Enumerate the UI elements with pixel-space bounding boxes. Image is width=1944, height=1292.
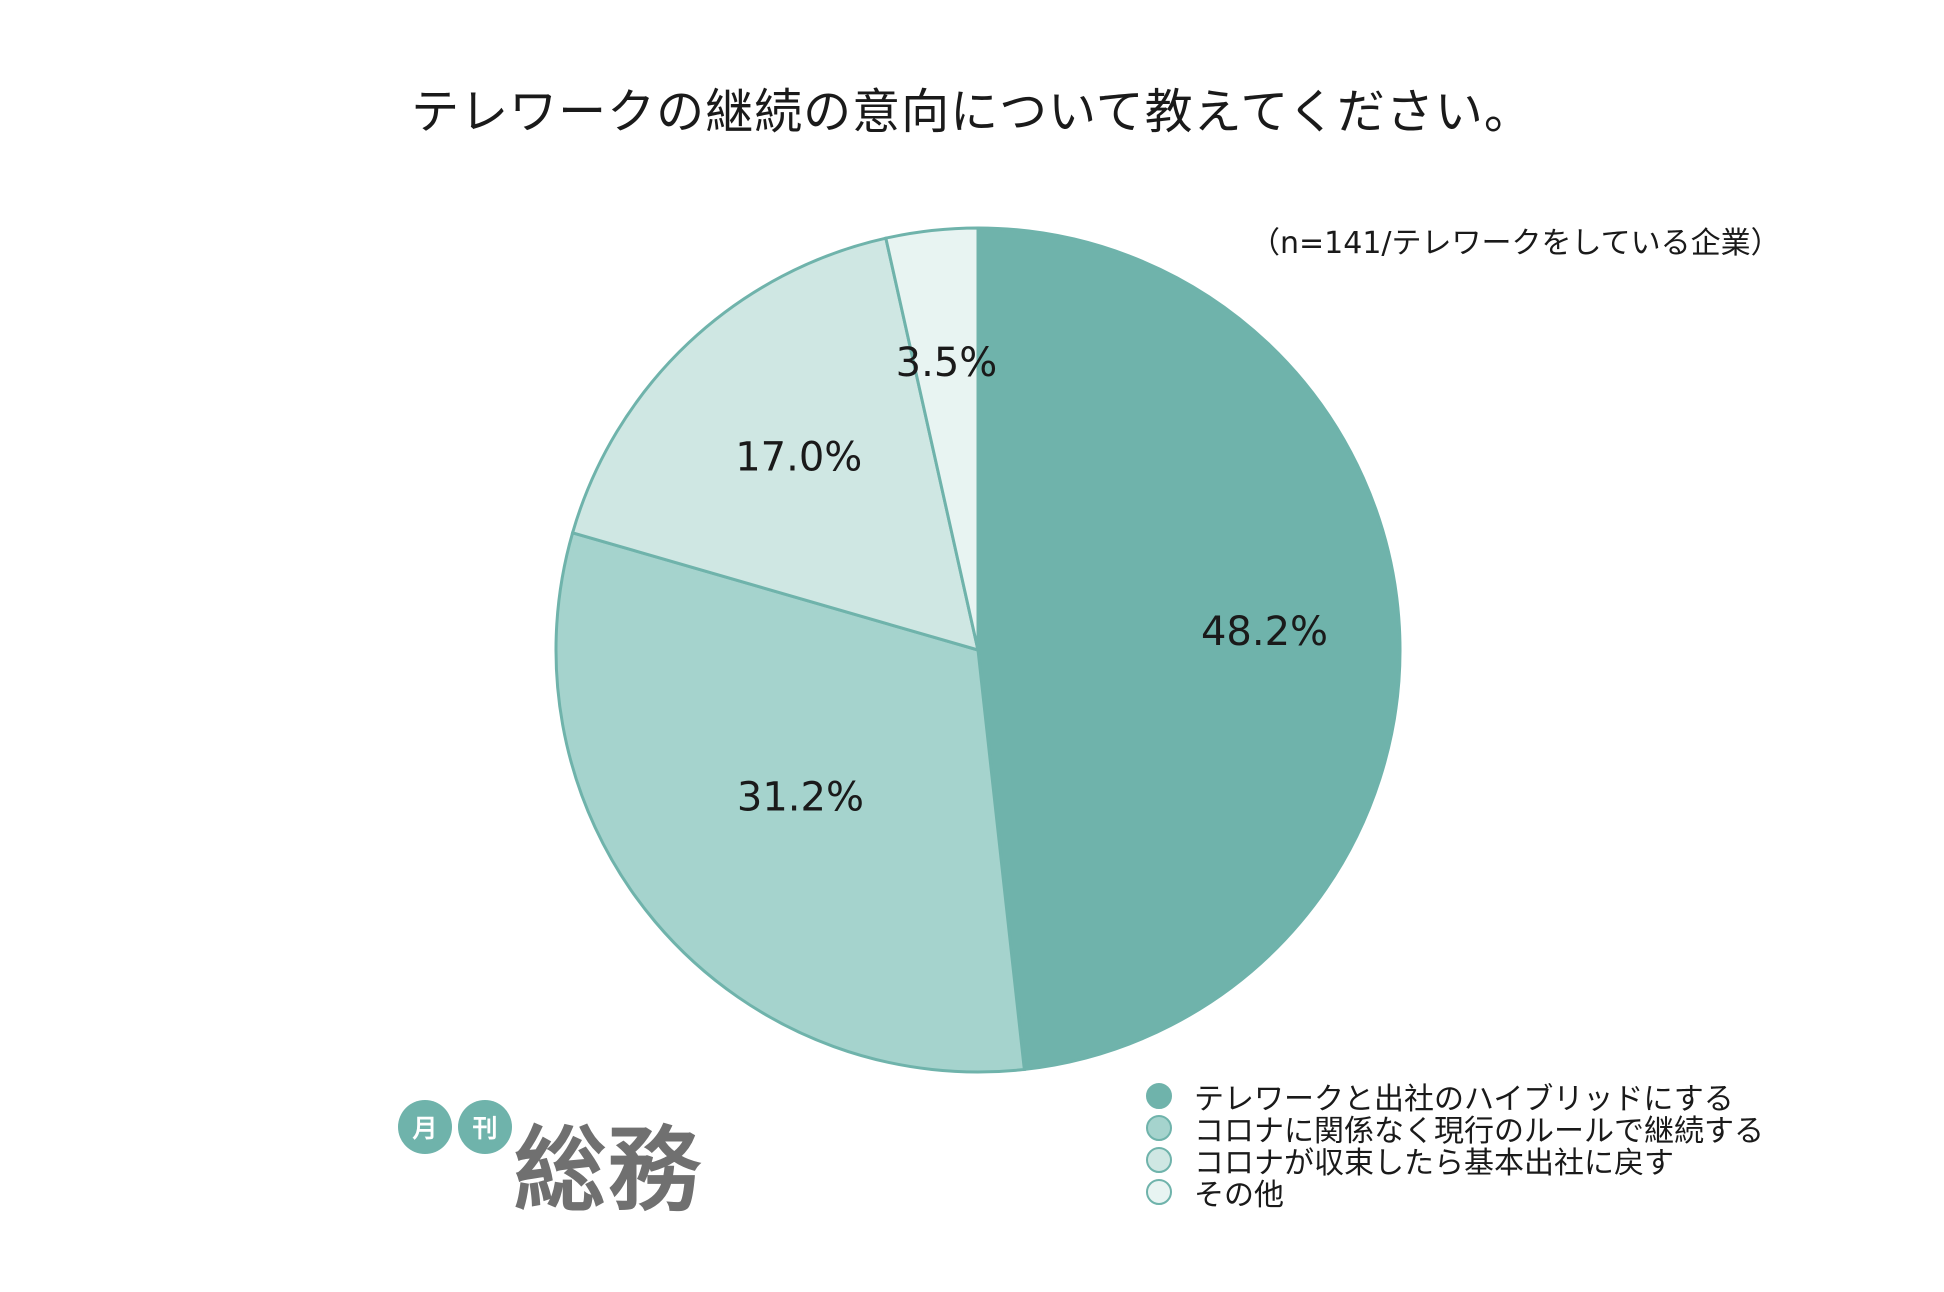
pie-slice xyxy=(554,530,1027,1074)
slice-data-label: 3.5% xyxy=(896,340,998,386)
chart-subtitle: （n=141/テレワークをしている企業） xyxy=(1250,226,1781,261)
legend-label: テレワークと出社のハイブリッドにする xyxy=(1194,1082,1734,1117)
legend-item: その他 xyxy=(1146,1176,1764,1213)
legend-item: コロナが収束したら基本出社に戻す xyxy=(1146,1144,1764,1181)
slice-data-label: 17.0% xyxy=(735,434,862,480)
pie-slice xyxy=(570,236,981,653)
legend: テレワークと出社のハイブリッドにする コロナに関係なく現行のルールで継続する コ… xyxy=(1146,1080,1764,1213)
logo-wordmark: 総務 xyxy=(514,1117,703,1224)
legend-item: コロナに関係なく現行のルールで継続する xyxy=(1146,1112,1764,1149)
legend-label: その他 xyxy=(1194,1178,1284,1213)
legend-swatch xyxy=(1146,1147,1172,1173)
legend-swatch xyxy=(1146,1083,1172,1109)
legend-swatch xyxy=(1146,1179,1172,1205)
pie-slice xyxy=(976,226,1402,1072)
slice-data-label: 48.2% xyxy=(1201,609,1328,655)
logo-badge-month: 月 xyxy=(398,1100,452,1154)
legend-label: コロナに関係なく現行のルールで継続する xyxy=(1194,1114,1764,1149)
legend-swatch xyxy=(1146,1115,1172,1141)
logo-badge-publication: 刊 xyxy=(458,1100,512,1154)
pie-slice xyxy=(884,226,980,651)
legend-item: テレワークと出社のハイブリッドにする xyxy=(1146,1080,1764,1117)
slice-data-label: 31.2% xyxy=(737,774,864,820)
chart-title: テレワークの継続の意向について教えてください。 xyxy=(411,84,1533,140)
legend-label: コロナが収束したら基本出社に戻す xyxy=(1194,1146,1674,1181)
